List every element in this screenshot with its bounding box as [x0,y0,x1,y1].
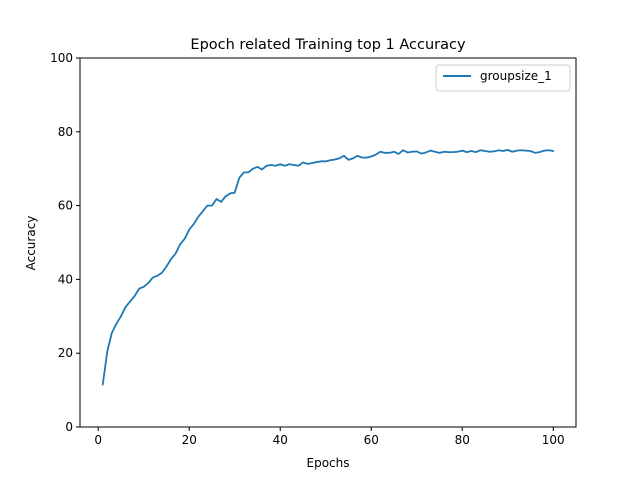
legend: groupsize_1 [435,64,571,92]
y-axis: 0 20 40 60 80 100 [50,51,80,434]
x-tick-label: 40 [273,433,288,447]
y-axis-label: Accuracy [24,216,38,271]
y-tick-label: 0 [65,420,73,434]
x-tick-label: 60 [364,433,379,447]
x-tick-label: 20 [182,433,197,447]
y-tick-label: 20 [58,346,73,360]
y-tick-label: 60 [58,199,73,213]
legend-box [435,64,571,92]
legend-label-groupsize-1: groupsize_1 [480,69,552,83]
axes-frame [79,57,577,428]
x-tick-label: 0 [94,433,102,447]
x-tick-label: 100 [542,433,565,447]
y-tick-label: 40 [58,272,73,286]
series-line-groupsize-1 [101,148,555,386]
y-tick-label: 80 [58,125,73,139]
x-axis-label: Epochs [307,456,350,470]
x-axis: 0 20 40 60 80 100 [94,427,565,447]
chart-title: Epoch related Training top 1 Accuracy [190,37,466,53]
y-tick-label: 100 [50,51,73,65]
series-layer [101,148,555,386]
x-tick-label: 80 [455,433,470,447]
